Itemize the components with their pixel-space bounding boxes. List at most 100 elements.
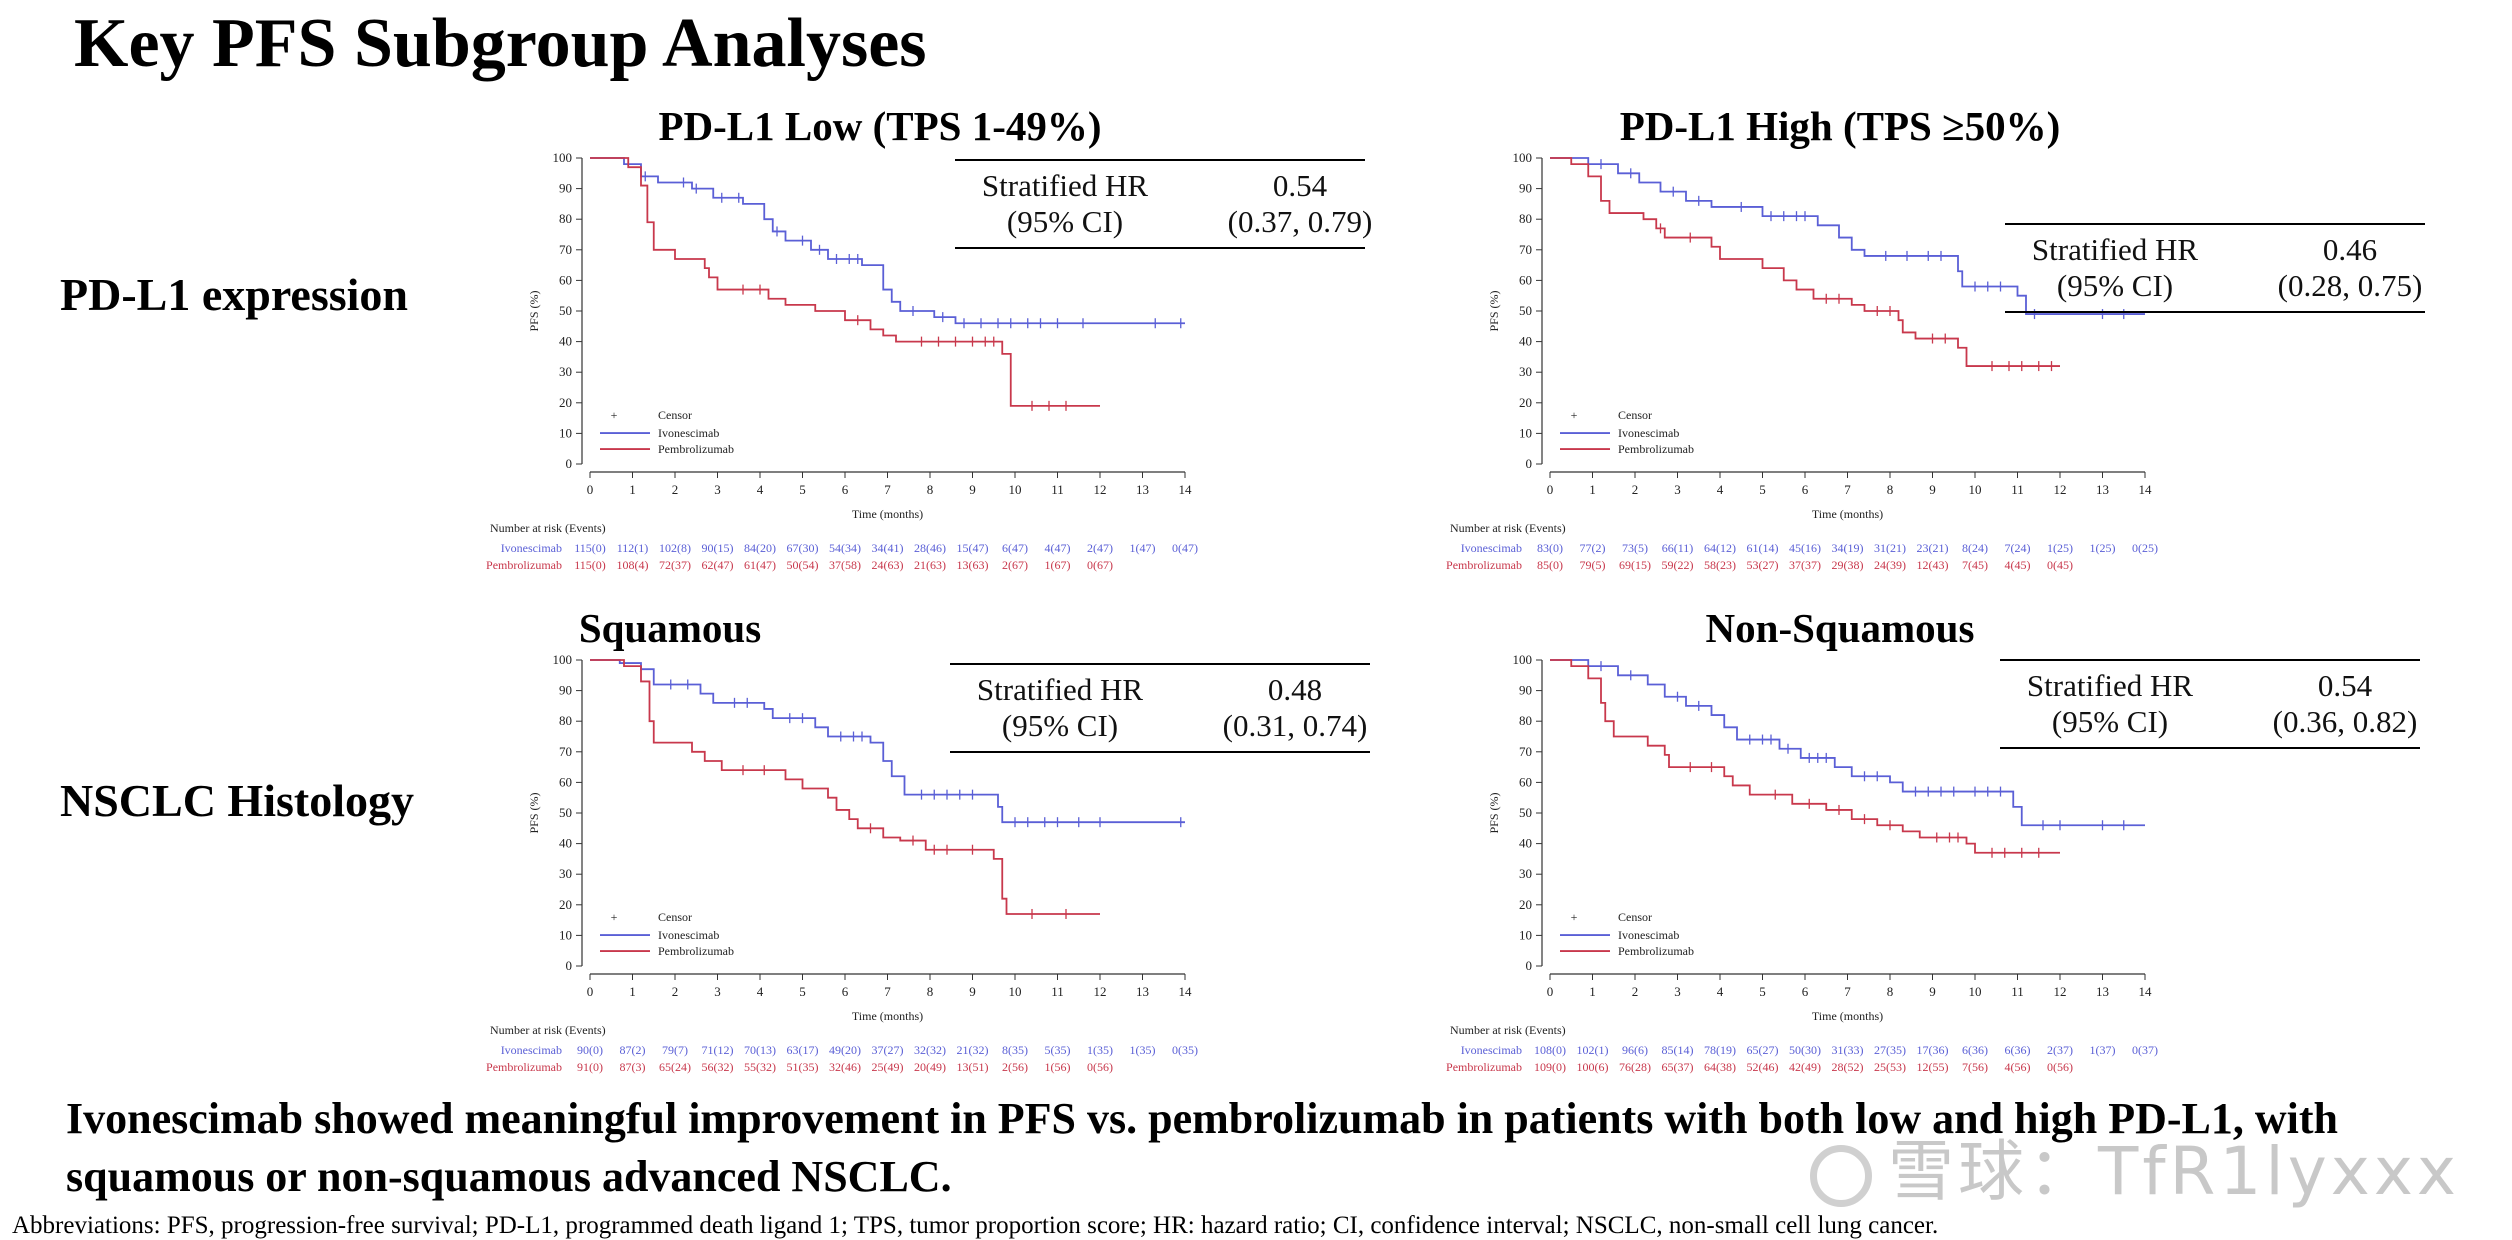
x-tick-label: 11 xyxy=(2011,482,2024,497)
x-tick-label: 14 xyxy=(1179,984,1193,999)
risk-count: 15(47) xyxy=(957,541,989,555)
x-tick-label: 10 xyxy=(1969,984,1982,999)
risk-count: 6(36) xyxy=(1962,1043,1988,1057)
y-tick-label: 30 xyxy=(1519,364,1532,379)
risk-count: 108(4) xyxy=(617,558,649,572)
risk-row-label-pembrolizumab: Pembrolizumab xyxy=(486,558,562,572)
risk-count: 34(41) xyxy=(872,541,904,555)
risk-count: 0(35) xyxy=(1172,1043,1198,1057)
x-tick-label: 7 xyxy=(884,482,891,497)
risk-count: 25(49) xyxy=(872,1060,904,1074)
legend-label-censor: Censor xyxy=(1618,408,1652,422)
hr-value: 0.54 xyxy=(2318,668,2373,703)
x-tick-label: 9 xyxy=(1929,984,1936,999)
legend-label-ivonescimab: Ivonescimab xyxy=(658,426,719,440)
risk-row-label-pembrolizumab: Pembrolizumab xyxy=(486,1060,562,1074)
y-tick-label: 90 xyxy=(559,181,572,196)
risk-count: 56(32) xyxy=(702,1060,734,1074)
row-label-nsclc-histology: NSCLC Histology xyxy=(60,775,414,826)
risk-count: 37(58) xyxy=(829,558,861,572)
y-tick-label: 90 xyxy=(1519,683,1532,698)
risk-count: 2(56) xyxy=(1002,1060,1028,1074)
x-tick-label: 13 xyxy=(2096,984,2109,999)
risk-count: 102(1) xyxy=(1577,1043,1609,1057)
watermark-logo-icon xyxy=(1810,1144,1872,1207)
x-tick-label: 2 xyxy=(1632,984,1639,999)
risk-count: 7(24) xyxy=(2005,541,2031,555)
y-tick-label: 20 xyxy=(1519,897,1532,912)
risk-count: 31(21) xyxy=(1874,541,1906,555)
risk-count: 53(27) xyxy=(1747,558,1779,572)
hr-ci-label: (95% CI) xyxy=(1002,708,1118,743)
km-curve-ivonescimab xyxy=(590,659,1185,824)
risk-count: 79(5) xyxy=(1580,558,1606,572)
risk-count: 2(47) xyxy=(1087,541,1113,555)
risk-count: 96(6) xyxy=(1622,1043,1648,1057)
risk-table-header: Number at risk (Events) xyxy=(490,521,606,535)
x-tick-label: 14 xyxy=(2139,984,2153,999)
risk-count: 21(32) xyxy=(957,1043,989,1057)
risk-table-header: Number at risk (Events) xyxy=(1450,521,1566,535)
risk-count: 102(8) xyxy=(659,541,691,555)
x-tick-label: 5 xyxy=(1759,984,1766,999)
risk-table-header: Number at risk (Events) xyxy=(490,1023,606,1037)
km-chart-pdl1-low: PD-L1 Low (TPS 1-49%)0102030405060708090… xyxy=(486,103,1372,572)
hr-ci-value: (0.37, 0.79) xyxy=(1228,204,1373,239)
hr-ci-value: (0.28, 0.75) xyxy=(2278,268,2423,303)
risk-count: 0(25) xyxy=(2132,541,2158,555)
y-tick-label: 10 xyxy=(559,425,572,440)
legend-label-censor: Censor xyxy=(658,408,692,422)
x-tick-label: 3 xyxy=(714,482,721,497)
risk-count: 1(37) xyxy=(2090,1043,2116,1057)
abbreviations-footnote: Abbreviations: PFS, progression-free sur… xyxy=(12,1212,1939,1239)
risk-count: 1(35) xyxy=(1130,1043,1156,1057)
risk-row-label-pembrolizumab: Pembrolizumab xyxy=(1446,558,1522,572)
risk-count: 84(20) xyxy=(744,541,776,555)
y-tick-label: 80 xyxy=(1519,211,1532,226)
risk-count: 24(63) xyxy=(872,558,904,572)
risk-count: 70(13) xyxy=(744,1043,776,1057)
risk-count: 24(39) xyxy=(1874,558,1906,572)
risk-count: 0(56) xyxy=(1087,1060,1113,1074)
risk-count: 42(49) xyxy=(1789,1060,1821,1074)
y-tick-label: 20 xyxy=(1519,395,1532,410)
risk-count: 115(0) xyxy=(574,541,606,555)
x-tick-label: 13 xyxy=(2096,482,2109,497)
hr-label: Stratified HR xyxy=(2027,668,2193,703)
risk-count: 90(0) xyxy=(577,1043,603,1057)
risk-table-header: Number at risk (Events) xyxy=(1450,1023,1566,1037)
y-tick-label: 40 xyxy=(559,836,572,851)
risk-count: 85(0) xyxy=(1537,558,1563,572)
risk-count: 29(38) xyxy=(1832,558,1864,572)
x-tick-label: 0 xyxy=(1547,984,1554,999)
page-title: Key PFS Subgroup Analyses xyxy=(74,5,927,82)
hr-ci-label: (95% CI) xyxy=(2057,268,2173,303)
y-tick-label: 0 xyxy=(1526,958,1533,973)
risk-count: 32(32) xyxy=(914,1043,946,1057)
risk-count: 4(56) xyxy=(2005,1060,2031,1074)
risk-count: 1(25) xyxy=(2047,541,2073,555)
y-tick-label: 40 xyxy=(1519,334,1532,349)
hr-value: 0.48 xyxy=(1268,672,1322,707)
x-tick-label: 10 xyxy=(1009,984,1022,999)
risk-count: 5(35) xyxy=(1045,1043,1071,1057)
legend-censor-icon: + xyxy=(611,408,618,422)
x-tick-label: 4 xyxy=(1717,482,1724,497)
x-tick-label: 4 xyxy=(757,984,764,999)
legend-label-pembrolizumab: Pembrolizumab xyxy=(1618,944,1694,958)
risk-count: 0(47) xyxy=(1172,541,1198,555)
km-curve-pembrolizumab xyxy=(590,659,1100,915)
risk-count: 59(22) xyxy=(1662,558,1694,572)
risk-count: 1(56) xyxy=(1045,1060,1071,1074)
watermark-text: 雪球：TfR1lyxxx xyxy=(1888,1133,2460,1210)
y-tick-label: 90 xyxy=(559,683,572,698)
panel-title: PD-L1 Low (TPS 1-49%) xyxy=(658,103,1101,149)
x-tick-label: 2 xyxy=(1632,482,1639,497)
hr-label: Stratified HR xyxy=(2032,232,2198,267)
risk-count: 6(47) xyxy=(1002,541,1028,555)
risk-count: 55(32) xyxy=(744,1060,776,1074)
y-tick-label: 20 xyxy=(559,395,572,410)
km-curve-ivonescimab xyxy=(590,157,1185,325)
km-curve-ivonescimab xyxy=(1550,157,2145,315)
